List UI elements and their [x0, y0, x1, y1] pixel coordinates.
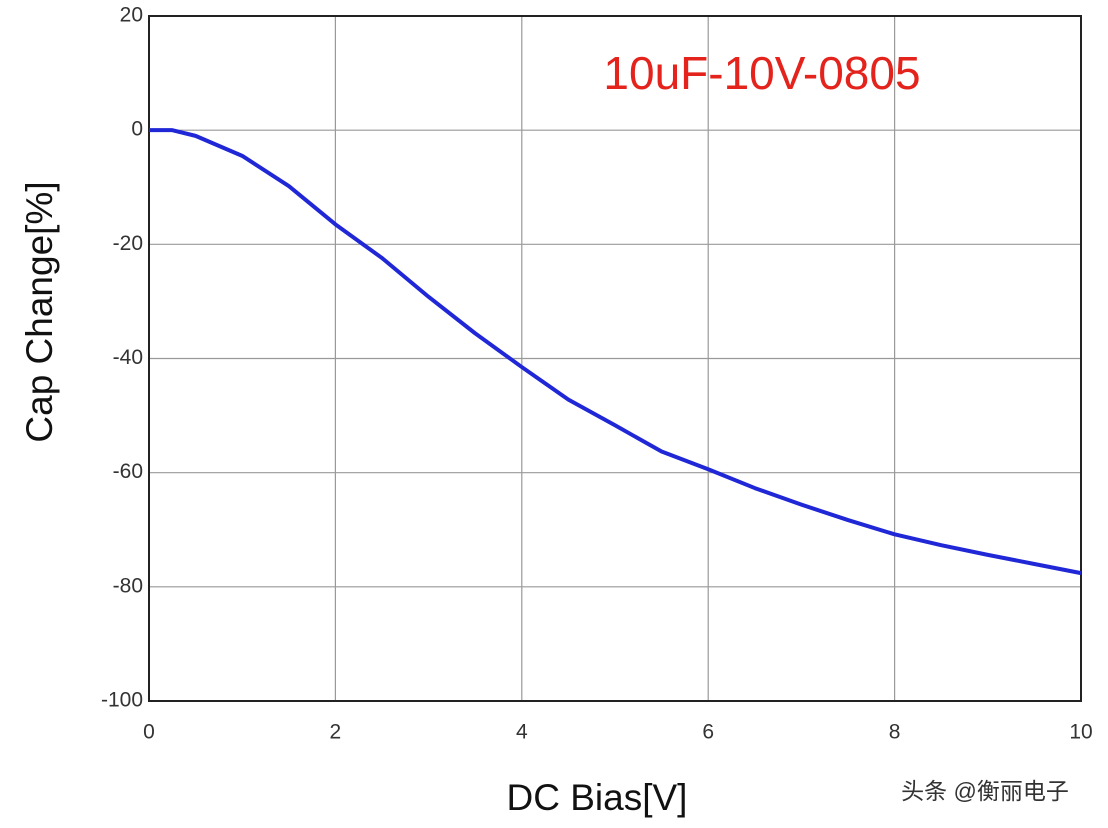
- x-tick-label: 4: [516, 721, 528, 744]
- x-tick-label: 8: [889, 721, 901, 744]
- x-tick-label: 6: [702, 721, 714, 744]
- y-tick-label: -100: [101, 689, 143, 712]
- watermark: 头条 @衡丽电子: [901, 778, 1069, 804]
- y-tick-label: -60: [113, 460, 143, 483]
- annotation: 10uF-10V-0805: [603, 47, 920, 99]
- y-tick-label: -80: [113, 574, 143, 597]
- x-axis-title: DC Bias[V]: [507, 777, 688, 818]
- y-tick-label: 20: [120, 4, 143, 27]
- data-line: [149, 128, 1082, 576]
- y-tick-label: -20: [113, 232, 143, 255]
- y-tick-label: -40: [113, 346, 143, 369]
- y-tick-label: 0: [131, 118, 143, 141]
- plot-border: [148, 15, 1082, 702]
- x-tick-label: 2: [330, 721, 342, 744]
- y-axis-title: Cap Change[%]: [19, 181, 60, 442]
- x-tick-label: 0: [143, 721, 155, 744]
- x-tick-label: 10: [1069, 721, 1092, 744]
